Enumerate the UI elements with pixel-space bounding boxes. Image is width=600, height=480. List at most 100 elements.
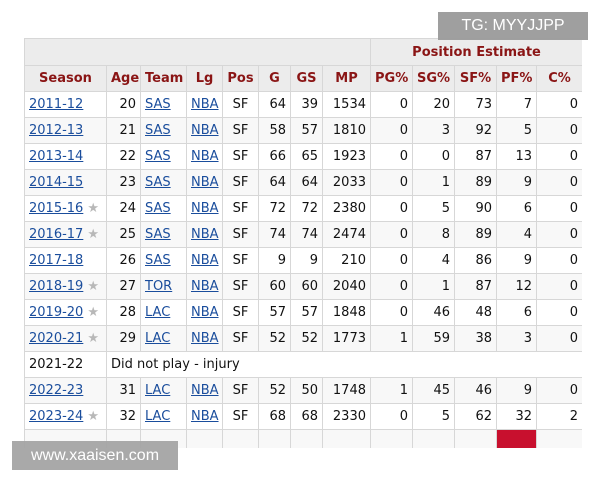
team-link[interactable]: LAC [145, 331, 171, 346]
team-cell: LAC [140, 325, 187, 352]
sf-pct-cell: 38 [454, 325, 497, 352]
pf-pct-cell: 5 [496, 117, 537, 144]
games-cell: 66 [258, 143, 291, 170]
league-link[interactable]: NBA [191, 227, 219, 242]
age-cell: 22 [106, 143, 141, 170]
team-link[interactable]: SAS [145, 97, 171, 112]
league-link[interactable]: NBA [191, 279, 219, 294]
season-link[interactable]: 2019-20 [29, 305, 84, 320]
league-link[interactable]: NBA [191, 123, 219, 138]
pf-pct-cell: 9 [496, 247, 537, 274]
column-header-c[interactable]: C% [535, 65, 582, 92]
games-cell: 64 [258, 91, 291, 118]
season-link[interactable]: 2012-13 [29, 123, 84, 138]
c-pct-cell: 0 [535, 91, 582, 118]
team-link[interactable]: SAS [145, 201, 171, 216]
team-link[interactable]: LAC [145, 305, 171, 320]
pg-pct-cell: 0 [370, 169, 413, 196]
team-link[interactable]: SAS [145, 253, 171, 268]
season-link[interactable]: 2016-17 [29, 227, 84, 242]
column-header-pf[interactable]: PF% [496, 65, 537, 92]
league-link[interactable]: NBA [191, 409, 219, 424]
team-cell: SAS [140, 91, 187, 118]
team-link[interactable]: SAS [145, 123, 171, 138]
table-row: 2020-21 ★ 29 LAC NBA SF 52 52 1773 1 59 38 3 0 [24, 325, 582, 352]
games-cell: 52 [258, 377, 291, 404]
league-link[interactable]: NBA [191, 331, 219, 346]
league-cell: NBA [186, 273, 223, 300]
games-started-cell: 65 [290, 143, 323, 170]
highlight-cell [496, 429, 537, 448]
column-header-season[interactable]: Season [24, 65, 107, 92]
season-link[interactable]: 2011-12 [29, 97, 84, 112]
table-row: 2023-24 ★ 32 LAC NBA SF 68 68 2330 0 5 62 32 2 [24, 403, 582, 430]
season-label: 2021-22 [29, 357, 84, 372]
team-link[interactable]: SAS [145, 149, 171, 164]
season-link[interactable]: 2017-18 [29, 253, 84, 268]
column-header-sg[interactable]: SG% [412, 65, 455, 92]
sg-pct-cell: 20 [412, 91, 455, 118]
season-link[interactable]: 2013-14 [29, 149, 84, 164]
table-row: 2014-15 23 SAS NBA SF 64 64 2033 0 1 89 9 0 [24, 169, 582, 196]
league-link[interactable]: NBA [191, 201, 219, 216]
column-header-sf[interactable]: SF% [454, 65, 497, 92]
column-header-g[interactable]: G [258, 65, 291, 92]
team-cell: SAS [140, 143, 187, 170]
games-cell: 58 [258, 117, 291, 144]
age-cell: 25 [106, 221, 141, 248]
team-cell: LAC [140, 403, 187, 430]
games-cell: 68 [258, 403, 291, 430]
position-cell: SF [222, 325, 259, 352]
empty-cell [322, 429, 371, 448]
column-header-mp[interactable]: MP [322, 65, 371, 92]
column-header-pos[interactable]: Pos [222, 65, 259, 92]
pg-pct-cell: 0 [370, 403, 413, 430]
season-cell: 2018-19 ★ [24, 273, 107, 300]
minutes-cell: 1848 [322, 299, 371, 326]
empty-cell [258, 429, 291, 448]
league-cell: NBA [186, 143, 223, 170]
column-header-age[interactable]: Age [106, 65, 141, 92]
age-cell: 27 [106, 273, 141, 300]
column-header-gs[interactable]: GS [290, 65, 323, 92]
season-link[interactable]: 2014-15 [29, 175, 84, 190]
table-row: 2021-22 Did not play - injury [24, 351, 582, 378]
sg-pct-cell: 45 [412, 377, 455, 404]
season-link[interactable]: 2023-24 [29, 409, 84, 424]
season-link[interactable]: 2022-23 [29, 383, 84, 398]
sg-pct-cell: 1 [412, 273, 455, 300]
season-link[interactable]: 2020-21 [29, 331, 84, 346]
empty-cell [370, 429, 413, 448]
league-link[interactable]: NBA [191, 305, 219, 320]
empty-cell [535, 429, 582, 448]
all-star-icon: ★ [87, 409, 99, 424]
pg-pct-cell: 0 [370, 143, 413, 170]
season-link[interactable]: 2015-16 [29, 201, 84, 216]
position-cell: SF [222, 221, 259, 248]
column-header-lg[interactable]: Lg [186, 65, 223, 92]
team-link[interactable]: SAS [145, 175, 171, 190]
team-link[interactable]: TOR [145, 279, 173, 294]
sf-pct-cell: 89 [454, 221, 497, 248]
league-link[interactable]: NBA [191, 149, 219, 164]
table-row: 2017-18 26 SAS NBA SF 9 9 210 0 4 86 9 0 [24, 247, 582, 274]
league-link[interactable]: NBA [191, 253, 219, 268]
group-header-row: Position Estimate [24, 38, 582, 66]
team-link[interactable]: LAC [145, 383, 171, 398]
league-link[interactable]: NBA [191, 175, 219, 190]
team-link[interactable]: LAC [145, 409, 171, 424]
games-cell: 52 [258, 325, 291, 352]
league-cell: NBA [186, 221, 223, 248]
team-cell: LAC [140, 377, 187, 404]
league-link[interactable]: NBA [191, 383, 219, 398]
team-link[interactable]: SAS [145, 227, 171, 242]
column-header-pg[interactable]: PG% [370, 65, 413, 92]
league-cell: NBA [186, 299, 223, 326]
season-cell: 2013-14 [24, 143, 107, 170]
league-link[interactable]: NBA [191, 97, 219, 112]
sg-pct-cell: 4 [412, 247, 455, 274]
season-link[interactable]: 2018-19 [29, 279, 84, 294]
column-header-team[interactable]: Team [140, 65, 187, 92]
age-cell: 28 [106, 299, 141, 326]
games-started-cell: 72 [290, 195, 323, 222]
